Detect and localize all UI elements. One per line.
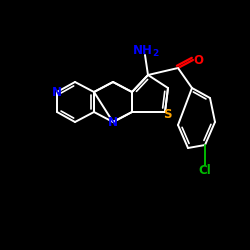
Text: O: O xyxy=(193,54,203,66)
Text: Cl: Cl xyxy=(198,164,211,176)
Text: S: S xyxy=(163,108,171,122)
Text: N: N xyxy=(108,116,118,128)
Text: NH: NH xyxy=(133,44,153,57)
Text: 2: 2 xyxy=(152,50,158,58)
Text: N: N xyxy=(52,86,62,98)
